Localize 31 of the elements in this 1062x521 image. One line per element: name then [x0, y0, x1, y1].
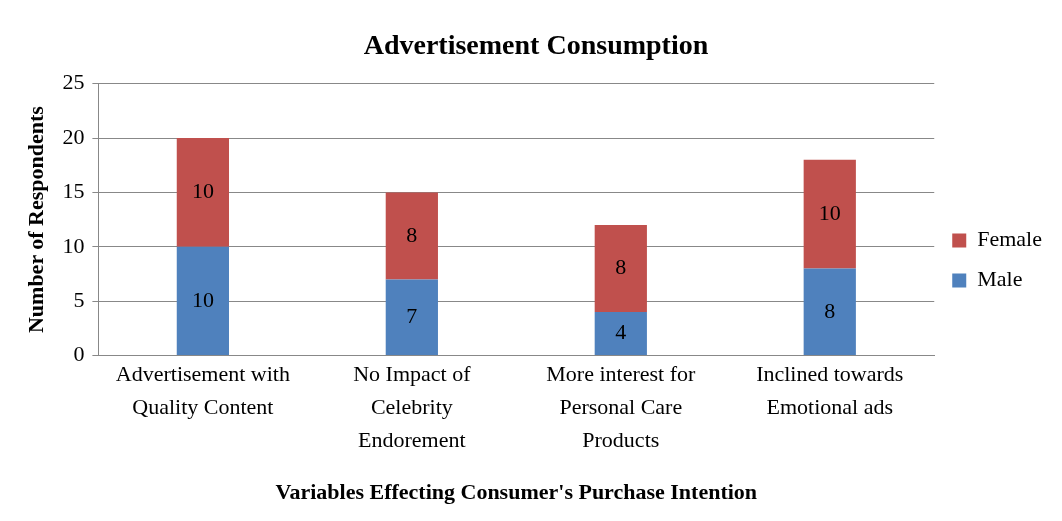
x-tick-label: Advertisement with Quality Content — [115, 360, 290, 419]
bar — [176, 138, 229, 247]
data-label: 10 — [191, 178, 214, 204]
y-tick-label: 0 — [73, 341, 85, 367]
bar — [803, 268, 856, 356]
x-tick-label: More interest for Personal Care Products — [546, 360, 697, 452]
bar — [594, 225, 647, 313]
x-tick-label: No Impact of Celebrity Endorement — [353, 360, 472, 452]
data-label: 8 — [615, 254, 627, 280]
x-axis-title: Variables Effecting Consumer's Purchase Intention — [275, 479, 758, 505]
x-tick-label: Inclined towards Emotional ads — [756, 360, 904, 419]
bar — [385, 279, 438, 356]
y-tick-label: 25 — [62, 69, 85, 95]
data-label: 4 — [615, 319, 627, 345]
y-tick-label: 5 — [73, 286, 85, 312]
chart-title: Advertisement Consumption — [363, 29, 709, 61]
bar — [803, 159, 856, 269]
y-axis-title: Number of Respondents — [22, 105, 48, 334]
data-label: 8 — [406, 221, 418, 247]
bar — [176, 246, 229, 356]
data-label: 10 — [191, 286, 214, 312]
bar — [385, 192, 438, 280]
bar — [594, 312, 647, 356]
legend-label: Male — [977, 266, 1023, 292]
data-label: 8 — [824, 297, 836, 323]
y-tick-label: 20 — [62, 123, 85, 149]
legend-label: Female — [977, 226, 1043, 252]
data-label: 7 — [406, 303, 418, 329]
y-tick-label: 15 — [62, 178, 85, 204]
y-tick-label: 10 — [62, 232, 85, 258]
data-label: 10 — [818, 199, 841, 225]
